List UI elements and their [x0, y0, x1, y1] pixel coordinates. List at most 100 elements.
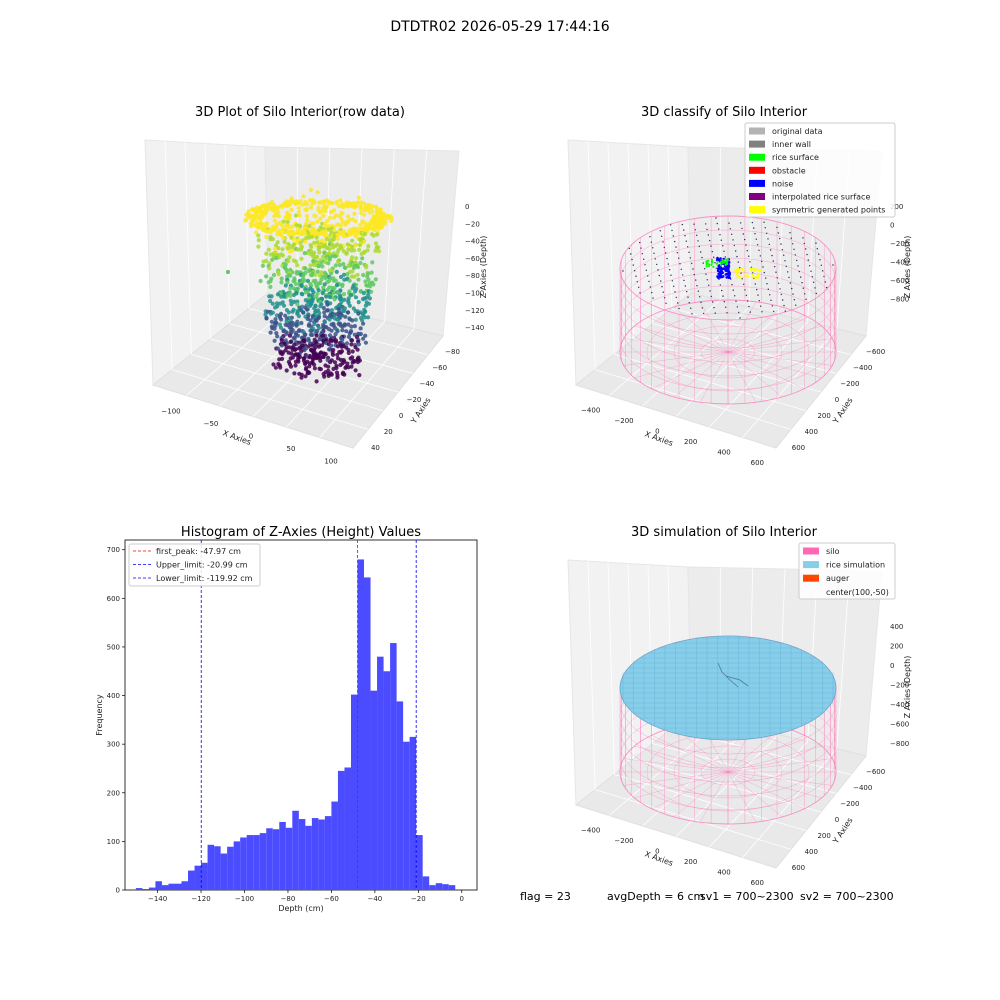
histogram-reference-lines	[200, 540, 417, 890]
raw-point	[336, 259, 341, 264]
raw-point	[353, 295, 359, 300]
raw-point	[334, 269, 339, 274]
legend-label: center(100,-50)	[826, 588, 889, 597]
noise-point	[717, 258, 721, 262]
rice-surface-point	[726, 258, 729, 261]
raw-point	[338, 362, 343, 368]
raw-point	[341, 292, 347, 297]
interpolated-point	[688, 251, 690, 253]
interpolated-point	[767, 288, 769, 290]
histogram-bar	[168, 883, 175, 890]
raw-point	[311, 221, 316, 226]
raw-point	[293, 213, 299, 218]
raw-point	[331, 245, 336, 250]
x-tick-label: −60	[324, 895, 339, 903]
simulation-z-ticks: 400 200 0 −200 −400 −600 −800	[890, 623, 909, 748]
interpolated-point	[683, 229, 685, 231]
histogram-y-label: Frequency	[95, 694, 104, 736]
raw-point	[355, 347, 360, 352]
raw-point	[275, 346, 280, 351]
symmetric-point	[739, 276, 742, 279]
raw-point	[280, 204, 285, 210]
legend-label: interpolated rice surface	[772, 193, 870, 202]
interpolated-point	[788, 276, 790, 279]
raw-point	[315, 190, 320, 195]
interpolated-point	[652, 297, 654, 299]
histogram-bar	[403, 741, 410, 890]
interpolated-point	[819, 259, 821, 261]
raw-point	[279, 280, 284, 285]
raw-point	[279, 276, 284, 281]
interpolated-point	[723, 250, 725, 252]
x-tick-label: 600	[751, 879, 764, 887]
interpolated-point	[630, 253, 632, 255]
noise-point	[721, 271, 724, 275]
raw-point	[340, 220, 345, 225]
silo-floor-ring	[673, 745, 783, 799]
raw-point	[272, 218, 277, 223]
interpolated-point	[815, 292, 817, 295]
noise-point	[717, 264, 721, 268]
raw-point	[341, 249, 346, 254]
raw-point	[332, 297, 337, 302]
interpolated-point	[744, 238, 746, 241]
interpolated-point	[751, 221, 753, 224]
raw-point	[289, 330, 294, 335]
raw-point	[350, 244, 355, 250]
interpolated-point	[675, 246, 677, 248]
raw-point	[363, 303, 368, 308]
raw-point	[285, 220, 290, 225]
raw-point	[256, 225, 261, 230]
interpolated-point	[770, 299, 772, 301]
y-tick-label: −200	[840, 380, 859, 388]
raw-point	[318, 210, 323, 215]
raw-point	[279, 294, 284, 299]
raw-point	[322, 201, 327, 207]
legend-frame	[798, 542, 896, 600]
interpolated-point	[777, 232, 779, 234]
raw-point	[309, 273, 314, 278]
interpolated-point	[714, 312, 716, 314]
symmetric-point	[755, 268, 758, 271]
interpolated-point	[649, 286, 651, 288]
raw-point	[301, 194, 306, 199]
interpolated-point	[747, 300, 749, 302]
z-tick-label: −400	[890, 701, 909, 709]
raw-point	[286, 259, 291, 264]
interpolated-point	[826, 286, 828, 289]
histogram-panel: Histogram of Z-Axies (Height) Values −14…	[95, 525, 478, 913]
raw-point	[333, 254, 338, 259]
interpolated-point	[755, 238, 757, 240]
histogram-bar	[135, 888, 143, 890]
z-tick-label: −100	[465, 290, 484, 298]
raw-point	[328, 209, 333, 215]
histogram-bar	[266, 828, 273, 890]
y-tick-label: 400	[805, 428, 818, 436]
raw-point	[275, 232, 280, 237]
raw-point	[367, 296, 372, 301]
z-tick-label: −200	[890, 240, 909, 248]
legend-label: noise	[772, 179, 793, 188]
raw-point	[349, 342, 354, 347]
raw-point	[312, 362, 317, 367]
raw-point	[284, 224, 289, 229]
raw-point	[307, 224, 312, 229]
interpolated-point	[744, 289, 746, 291]
raw-point	[260, 263, 265, 268]
raw-point	[346, 263, 351, 268]
raw-point	[284, 331, 289, 336]
interpolated-point	[735, 300, 737, 302]
y-tick-label: 600	[792, 864, 805, 872]
rice-surface-point	[721, 259, 725, 262]
interpolated-point	[704, 268, 706, 270]
raw-point	[327, 294, 332, 300]
raw-point	[310, 332, 315, 338]
y-tick-label: 400	[805, 848, 818, 856]
raw-point	[340, 328, 345, 333]
raw-point	[350, 318, 355, 323]
raw-point	[295, 263, 300, 268]
symmetric-point	[753, 268, 756, 271]
raw-point	[289, 207, 294, 212]
raw-point	[353, 317, 358, 322]
interpolated-point	[778, 282, 780, 284]
